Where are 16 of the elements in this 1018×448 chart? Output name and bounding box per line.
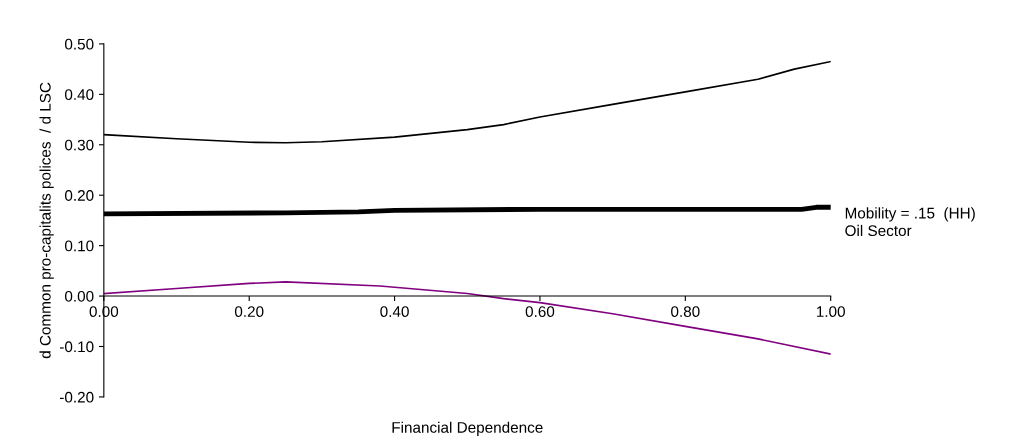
x-tick-label: 0.60 bbox=[525, 306, 555, 318]
annotation: Mobility = .15 (HH) Oil Sector bbox=[845, 207, 975, 237]
y-tick-label: 0.00 bbox=[64, 290, 94, 302]
y-axis-title: d Common pro-capitalits polices / d LSC bbox=[39, 82, 54, 359]
x-tick-label: 0.80 bbox=[671, 306, 700, 318]
y-tick-label: 0.30 bbox=[64, 139, 94, 151]
x-axis-title: Financial Dependence bbox=[392, 421, 543, 436]
x-tick-label: 0.20 bbox=[234, 306, 264, 318]
y-tick-label: 0.50 bbox=[64, 38, 94, 50]
x-tick-label: 0.40 bbox=[380, 306, 409, 318]
y-tick-label: -0.20 bbox=[59, 391, 94, 403]
y-tick-label: 0.40 bbox=[64, 89, 94, 101]
y-tick-label: -0.10 bbox=[59, 341, 94, 353]
y-tick-label: 0.10 bbox=[64, 240, 94, 252]
y-tick-label: 0.20 bbox=[64, 190, 94, 201]
x-tick-label: 1.00 bbox=[816, 306, 845, 318]
